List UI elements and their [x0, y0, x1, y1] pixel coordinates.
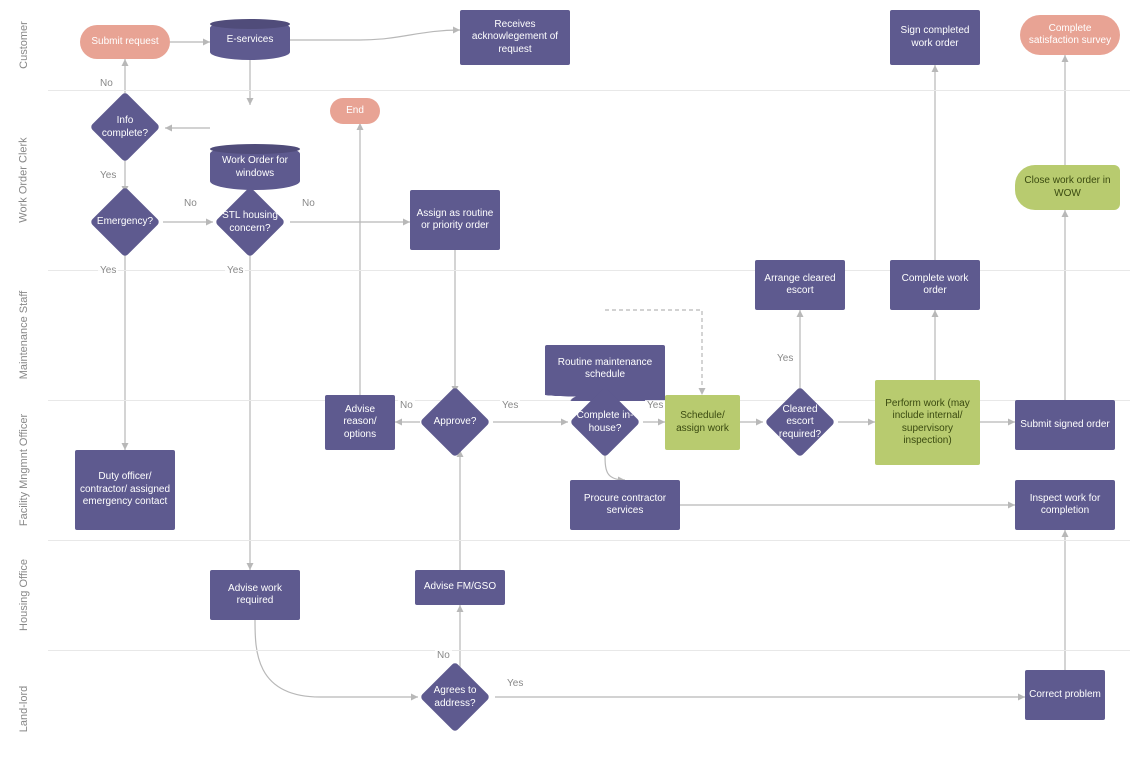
- node-sign: Sign completed work order: [890, 10, 980, 65]
- node-procure: Procure contractor services: [570, 480, 680, 530]
- lane-label-maint: Maintenance Staff: [0, 270, 48, 400]
- edge-label: Yes: [505, 678, 525, 689]
- node-assign: Assign as routine or priority order: [410, 190, 500, 250]
- edge-label: Yes: [98, 170, 118, 181]
- edge-label: No: [182, 198, 199, 209]
- node-receives: Receives acknowlegement of request: [460, 10, 570, 65]
- edge-label: No: [435, 650, 452, 661]
- node-info: Info complete?: [90, 100, 160, 155]
- lane-label-fmo: Facility Mngmnt Officer: [0, 400, 48, 540]
- node-eservices: E-services: [210, 20, 290, 60]
- edge-label: No: [398, 400, 415, 411]
- node-duty: Duty officer/ contractor/ assigned emerg…: [75, 450, 175, 530]
- edge-label: No: [300, 198, 317, 209]
- lane-label-housing: Housing Office: [0, 540, 48, 650]
- node-submit: Submit request: [80, 25, 170, 59]
- lane-label-landlord: Land-lord: [0, 650, 48, 768]
- nodes: Submit request E-services Receives acknowl…: [0, 0, 1130, 133]
- node-wow: Work Order for windows: [210, 145, 300, 190]
- edge-label: Yes: [225, 265, 245, 276]
- node-routine: Routine maintenance schedule: [545, 345, 665, 393]
- edge-label: Yes: [775, 353, 795, 364]
- node-escort: Cleared escort required?: [765, 395, 835, 450]
- node-approve: Approve?: [420, 395, 490, 450]
- node-agrees: Agrees to address?: [420, 670, 490, 725]
- node-emergency: Emergency?: [90, 195, 160, 250]
- edge-label: Yes: [98, 265, 118, 276]
- node-close: Close work order in WOW: [1015, 165, 1120, 210]
- lane-label-clerk: Work Order Clerk: [0, 90, 48, 270]
- node-schedule: Schedule/ assign work: [665, 395, 740, 450]
- node-advise_work: Advise work required: [210, 570, 300, 620]
- node-completewo: Complete work order: [890, 260, 980, 310]
- node-inhouse: Complete in-house?: [570, 395, 640, 450]
- node-satisfaction: Complete satisfaction survey: [1020, 15, 1120, 55]
- node-advise_fm: Advise FM/GSO: [415, 570, 505, 605]
- node-arrange: Arrange cleared escort: [755, 260, 845, 310]
- node-correct: Correct problem: [1025, 670, 1105, 720]
- node-submitsigned: Submit signed order: [1015, 400, 1115, 450]
- lane-label-customer: Customer: [0, 0, 48, 90]
- node-advise_reason: Advise reason/ options: [325, 395, 395, 450]
- node-perform: Perform work (may include internal/ supe…: [875, 380, 980, 465]
- edge-label: Yes: [645, 400, 665, 411]
- node-end: End: [330, 98, 380, 124]
- edge-label: Yes: [500, 400, 520, 411]
- edge-label: No: [98, 78, 115, 89]
- node-inspect: Inspect work for completion: [1015, 480, 1115, 530]
- node-stl: STL housing concern?: [215, 195, 285, 250]
